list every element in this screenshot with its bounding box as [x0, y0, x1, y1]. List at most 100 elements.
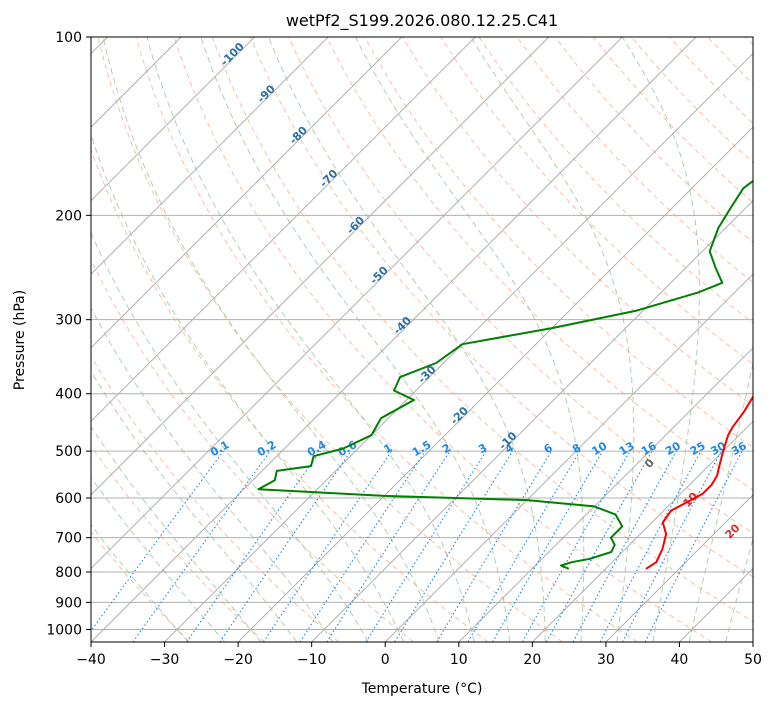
isotherm-line — [91, 37, 256, 202]
dry-adiabat-line — [592, 37, 753, 204]
mixing-ratio-label: 25 — [688, 439, 708, 458]
isotherm-line — [91, 37, 623, 570]
mixing-ratio-label: 0.1 — [208, 438, 231, 459]
x-axis-label: Temperature (°C) — [361, 681, 483, 697]
x-tick-label: −20 — [223, 652, 253, 668]
moist-adiabat-line — [91, 425, 262, 642]
x-tick-label: −10 — [297, 652, 327, 668]
moist-adiabat-label: 0 — [642, 456, 657, 471]
chart-title: wetPf2_S199.2026.080.12.25.C41 — [286, 11, 558, 31]
mixing-ratio-label: 3 — [476, 441, 489, 456]
isotherm-line — [311, 199, 753, 642]
x-tick-label: 0 — [381, 652, 390, 668]
moist-adiabat-line — [102, 37, 440, 642]
dry-adiabat-line — [402, 37, 753, 407]
dry-adiabat-line — [173, 37, 713, 642]
mixing-ratio-line — [467, 450, 581, 642]
moist-adiabat-line — [91, 231, 369, 642]
moist-adiabat-line — [762, 37, 775, 642]
y-axis-label: Pressure (hPa) — [12, 290, 28, 390]
moist-adiabat-line — [200, 37, 511, 642]
x-tick-label: 40 — [671, 652, 689, 668]
mixing-ratio-line — [299, 450, 426, 642]
dry-adiabat-line — [91, 355, 340, 642]
dry-adiabat-line — [97, 37, 563, 642]
mixing-ratio-label: 0.2 — [255, 438, 278, 459]
y-tick-label: 800 — [55, 565, 82, 581]
mixing-ratio-line — [436, 450, 552, 642]
temperature-profile-line — [645, 394, 753, 570]
y-tick-label: 400 — [55, 387, 82, 403]
moist-adiabat-line — [267, 37, 546, 642]
mixing-ratio-label: 6 — [542, 441, 555, 456]
mixing-ratio-label: 20 — [663, 439, 683, 458]
moist-adiabat-line — [91, 307, 334, 642]
x-tick-label: −30 — [150, 652, 180, 668]
mixing-ratio-line — [186, 450, 321, 642]
dry-adiabat-label: -80 — [287, 124, 310, 147]
dry-adiabat-line — [554, 37, 753, 244]
mixing-ratio-line — [132, 450, 271, 642]
y-tick-label: 200 — [55, 208, 82, 224]
isotherm-line — [531, 420, 753, 642]
x-tick-label: 30 — [597, 652, 615, 668]
x-tick-label: −40 — [76, 652, 106, 668]
x-tick-label: 20 — [523, 652, 541, 668]
dry-adiabat-line — [249, 37, 753, 578]
x-tick-label: 50 — [744, 652, 762, 668]
moist-adiabat-line — [621, 37, 700, 642]
y-tick-label: 500 — [55, 444, 82, 460]
mixing-ratio-line — [572, 450, 677, 642]
dry-adiabat-line — [516, 37, 753, 284]
moist-adiabat-line — [355, 37, 585, 642]
dry-adiabat-line — [707, 37, 753, 85]
dry-adiabat-line — [287, 37, 753, 534]
dry-adiabat-label: -50 — [368, 264, 391, 287]
mixing-ratio-line — [91, 450, 224, 632]
isotherm-line — [91, 37, 697, 642]
mixing-ratio-line — [219, 450, 352, 642]
isotherm-line — [164, 52, 753, 642]
mixing-ratio-label: 10 — [589, 439, 609, 458]
moist-adiabat-line — [470, 37, 635, 642]
mixing-ratio-label: 2 — [440, 441, 453, 456]
isotherm-line — [605, 494, 753, 642]
mixing-ratio-label: 16 — [639, 439, 659, 458]
y-tick-label: 100 — [55, 30, 82, 46]
dry-adiabat-line — [440, 37, 753, 365]
isotherm-line — [237, 126, 753, 642]
plot-area: 0.1 0.2 0.4 0.6 1 1.5 2 3 4 6 8 10 13 16 20 25 30 36-100-… — [91, 37, 775, 642]
isotherm-line — [752, 641, 753, 642]
mixing-ratio-line — [546, 450, 653, 642]
y-tick-label: 1000 — [46, 622, 82, 638]
plot-frame — [90, 36, 754, 643]
dry-adiabat-label: -90 — [255, 82, 278, 105]
dry-adiabat-line — [211, 37, 753, 623]
mixing-ratio-label: 1.5 — [410, 438, 433, 459]
dry-adiabat-line — [135, 37, 638, 642]
dry-adiabat-line — [91, 445, 265, 642]
dry-adiabat-label: -70 — [317, 167, 340, 190]
mixing-ratio-line — [326, 450, 451, 642]
dry-adiabat-label: -10 — [496, 429, 519, 452]
isotherm-line — [91, 37, 403, 349]
mixing-ratio-line — [365, 450, 487, 642]
dry-adiabat-line — [91, 258, 414, 642]
y-tick-label: 600 — [55, 491, 82, 507]
y-tick-label: 900 — [55, 595, 82, 611]
dry-adiabat-line — [91, 148, 489, 642]
moist-adiabat-line — [91, 524, 189, 642]
x-tick-label: 10 — [450, 652, 468, 668]
isotherm-line — [91, 37, 329, 275]
moist-adiabat-line — [91, 133, 405, 642]
isotherm-line — [91, 37, 476, 423]
mixing-ratio-label: 1 — [381, 441, 394, 456]
axis-ticks: −40 −30 −20 −10 0 10 20 30 40 5010020030040050060… — [46, 30, 762, 668]
isotherm-line — [458, 347, 753, 642]
mixing-ratio-line — [599, 450, 702, 642]
mixing-ratio-line — [394, 450, 514, 642]
mixing-ratio-line — [263, 450, 392, 642]
moist-adiabat-line — [91, 370, 298, 642]
moist-adiabat-line — [146, 37, 475, 642]
